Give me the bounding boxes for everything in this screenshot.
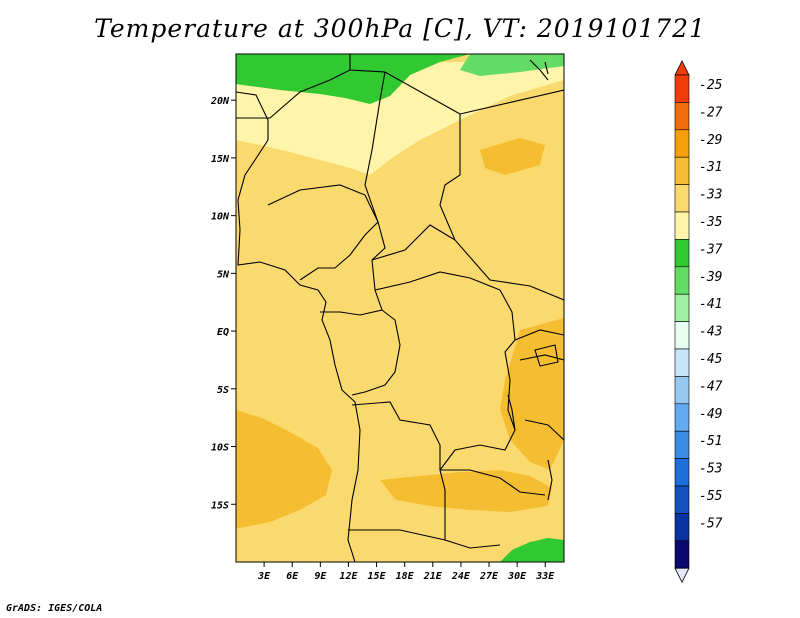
border-zambia: [440, 469, 546, 496]
coastline-west: [236, 91, 361, 562]
x-axis: 3E 6E 9E 12E 15E 18E 21E 24E 27E 30E 33E: [257, 562, 555, 582]
y-tick-label-1: 15N: [211, 154, 230, 165]
border-cameroon-car: [320, 221, 386, 316]
y-tick-label-7: 15S: [211, 500, 229, 511]
colorbar-swatch-16: [674, 513, 690, 542]
nile-east: [529, 59, 549, 81]
colorbar-swatch-15: [674, 485, 690, 514]
grads-credit: GrADS: IGES/COLA: [6, 603, 103, 614]
border-namibia: [348, 529, 446, 541]
lake-malawi: [547, 459, 553, 501]
y-tick-label-0: 20N: [210, 96, 230, 107]
colorbar-swatch-12: [674, 403, 690, 432]
colorbar-label-7: -39: [699, 270, 722, 285]
colorbar-over-arrow: [674, 60, 690, 76]
x-tick-label-4: 15E: [368, 571, 387, 582]
colorbar-swatch-10: [674, 348, 690, 377]
y-tick-label-6: 10S: [211, 443, 229, 454]
colorbar-label-9: -43: [699, 325, 722, 340]
colorbar-swatch-4: [674, 184, 690, 213]
x-tick-label-5: 18E: [396, 571, 415, 582]
y-tick-label-5: 5S: [217, 385, 229, 396]
colorbar-label-6: -37: [699, 242, 723, 257]
colorbar-label-13: -51: [699, 434, 722, 449]
x-tick-label-10: 33E: [535, 571, 555, 582]
colorbar: -25 -27 -29 -31 -33 -35 -37 -39 -41 -43 -45 -47 -49 -…: [674, 60, 723, 584]
colorbar-swatch-6: [674, 239, 690, 268]
border-niger-chad: [364, 71, 386, 223]
colorbar-swatch-0: [674, 74, 690, 103]
colorbar-label-2: -29: [699, 133, 722, 148]
border-congo-drc: [351, 309, 401, 396]
y-axis: 20N 15N 10N 5N EQ 5S 10S 15S: [210, 96, 236, 511]
field-southwest-warm: [236, 410, 332, 528]
y-tick-label-4: EQ: [217, 327, 229, 338]
colorbar-swatch-9: [674, 321, 690, 350]
y-tick-label-2: 10N: [211, 212, 230, 223]
x-tick-label-0: 3E: [257, 571, 271, 582]
colorbar-swatch-7: [674, 266, 690, 295]
field-sahara-cold-east: [460, 54, 564, 76]
x-tick-label-1: 6E: [286, 571, 299, 582]
map-frame: [235, 53, 565, 563]
x-tick-label-8: 27E: [479, 571, 499, 582]
colorbar-label-15: -55: [699, 489, 723, 504]
colorbar-label-12: -49: [699, 407, 722, 422]
colorbar-label-10: -45: [699, 352, 723, 367]
colorbar-swatch-3: [674, 156, 690, 185]
lake-tanganyika: [507, 394, 516, 431]
field-sahara-cold-core: [236, 54, 470, 104]
colorbar-label-11: -47: [699, 379, 723, 394]
colorbar-swatch-11: [674, 376, 690, 405]
country-boundaries: [236, 54, 564, 562]
colorbar-label-5: -35: [699, 215, 723, 230]
colorbar-label-8: -41: [699, 297, 722, 312]
x-tick-label-2: 9E: [314, 571, 327, 582]
x-tick-label-9: 30E: [507, 571, 527, 582]
colorbar-label-3: -31: [699, 160, 722, 175]
border-car-south: [371, 224, 501, 291]
x-tick-label-6: 21E: [423, 571, 443, 582]
field-south-east-cold-core: [500, 538, 564, 562]
colorbar-label-14: -53: [699, 462, 722, 477]
x-tick-label-3: 12E: [339, 571, 358, 582]
colorbar-label-16: -57: [699, 516, 723, 531]
border-libya-chad-sudan: [349, 54, 564, 301]
colorbar-label-4: -33: [699, 188, 722, 203]
colorbar-under-arrow: [674, 567, 690, 584]
colorbar-swatch-17: [674, 540, 690, 569]
lake-victoria: [534, 344, 559, 367]
colorbar-swatch-14: [674, 458, 690, 487]
colorbar-swatch-2: [674, 129, 690, 158]
border-drc-east: [439, 289, 516, 471]
chart-title: Temperature at 300hPa [C], VT: 201910172…: [94, 14, 706, 43]
border-algeria-mali: [236, 69, 351, 119]
border-angola: [351, 401, 501, 549]
colorbar-swatch-13: [674, 430, 690, 459]
y-tick-label-3: 5N: [217, 269, 230, 280]
colorbar-swatch-1: [674, 102, 690, 131]
field-south-warm: [380, 470, 552, 512]
x-tick-label-7: 24E: [451, 571, 471, 582]
colorbar-swatch-8: [674, 293, 690, 322]
colorbar-label-0: -25: [699, 78, 723, 93]
border-sudan-south: [459, 89, 564, 115]
field-northeast-warm: [480, 138, 545, 175]
colorbar-swatch-5: [674, 211, 690, 240]
colorbar-label-1: -27: [699, 105, 723, 120]
border-nigeria: [267, 184, 379, 281]
